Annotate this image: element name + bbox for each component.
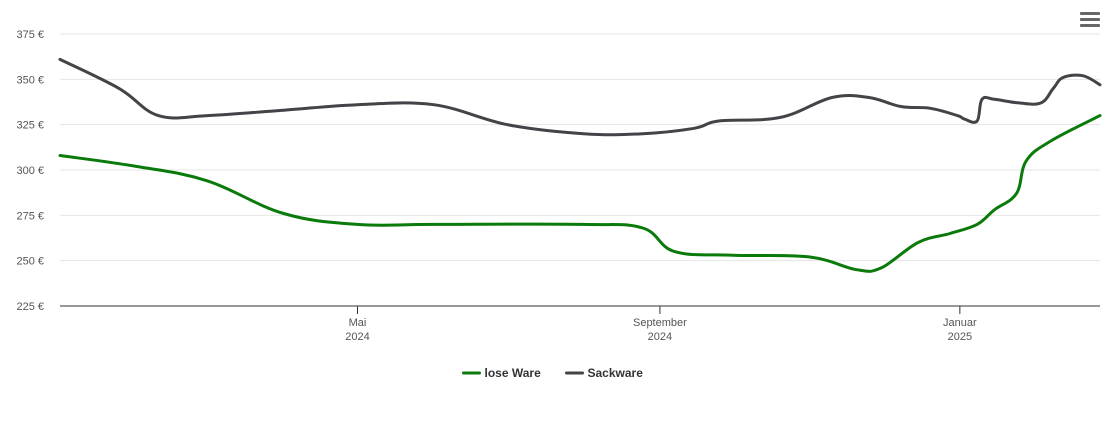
legend-item-sackware[interactable]: Sackware	[565, 366, 644, 380]
legend-label: Sackware	[588, 366, 644, 380]
series-layer	[58, 57, 1102, 273]
x-axis: Mai 2024 September 2024 Januar 2025	[345, 306, 977, 343]
chart-menu-icon[interactable]	[1080, 12, 1100, 30]
x-tick-label-year: 2025	[948, 331, 972, 343]
x-tick-label-year: 2024	[648, 331, 672, 343]
y-tick-label: 300 €	[16, 165, 44, 177]
grid-lines	[60, 33, 1100, 262]
y-tick-label: 350 €	[16, 74, 44, 86]
series-line-lose-ware[interactable]	[58, 114, 1102, 273]
y-axis: 225 € 250 € 275 € 300 € 325 € 350 € 375 €	[16, 29, 44, 313]
legend-label: lose Ware	[485, 366, 542, 380]
y-tick-label: 275 €	[16, 210, 44, 222]
y-tick-label: 225 €	[16, 301, 44, 313]
y-tick-label: 375 €	[16, 29, 44, 41]
x-tick-label-month: September	[633, 317, 687, 329]
legend-item-lose-ware[interactable]: lose Ware	[462, 366, 542, 380]
x-tick-label-month: Mai	[349, 317, 367, 329]
series-line-sackware[interactable]	[58, 57, 1102, 137]
y-tick-label: 250 €	[16, 256, 44, 268]
y-tick-label: 325 €	[16, 120, 44, 132]
x-tick-label-year: 2024	[345, 331, 369, 343]
legend[interactable]: lose Ware Sackware	[462, 366, 644, 380]
x-tick-label-month: Januar	[943, 317, 977, 329]
